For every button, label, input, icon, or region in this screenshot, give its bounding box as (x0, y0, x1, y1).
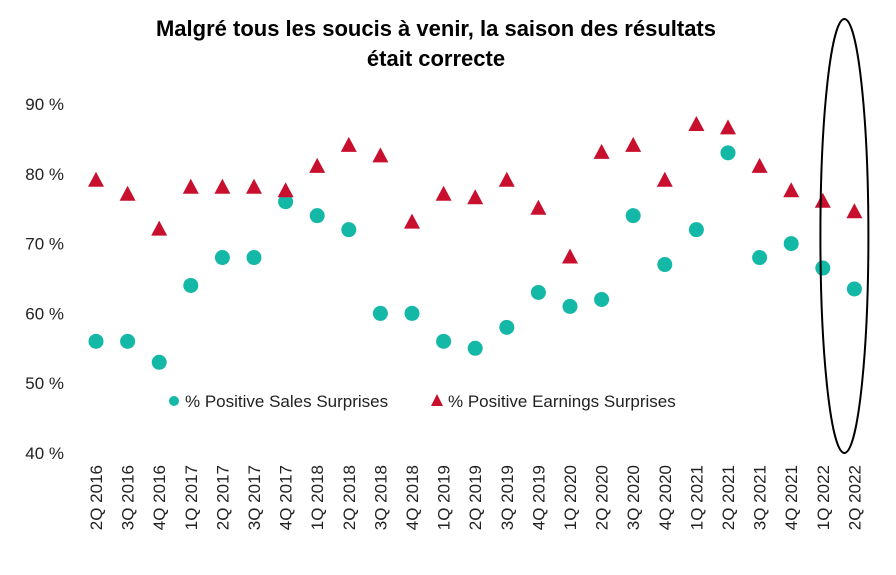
x-tick-label: 4Q 2017 (277, 465, 296, 530)
sales-point (783, 236, 799, 252)
sales-point (530, 284, 546, 300)
legend-label-sales: % Positive Sales Surprises (185, 392, 388, 411)
x-tick-label: 2Q 2020 (593, 465, 612, 530)
x-tick-label: 3Q 2017 (245, 465, 264, 530)
x-tick-label: 4Q 2016 (150, 465, 169, 530)
earnings-point (404, 213, 420, 229)
earnings-point (151, 220, 168, 236)
earnings-point (593, 143, 610, 159)
sales-point (625, 208, 641, 224)
y-axis: 40 % 50 % 60 % 70 % 80 % 90 % (25, 95, 64, 463)
sales-point (467, 340, 483, 356)
y-tick-label: 40 % (25, 444, 64, 463)
legend-marker-earnings (431, 394, 443, 406)
sales-point (815, 260, 831, 276)
sales-point (246, 250, 262, 266)
earnings-point (751, 157, 768, 173)
x-tick-label: 1Q 2019 (435, 465, 454, 530)
sales-point (151, 354, 167, 370)
earnings-point (814, 192, 831, 208)
legend-marker-sales (169, 396, 179, 406)
x-tick-label: 2Q 2022 (845, 465, 864, 530)
highlight-ellipse (819, 18, 870, 454)
sales-point (183, 277, 199, 293)
sales-point (120, 333, 136, 349)
sales-point (720, 145, 736, 161)
legend-label-earnings: % Positive Earnings Surprises (448, 392, 676, 411)
earnings-point (625, 136, 642, 152)
x-tick-label: 3Q 2021 (751, 465, 770, 530)
x-axis: 2Q 2016 3Q 2016 4Q 2016 1Q 2017 2Q 2017 3Q 20… (87, 465, 864, 530)
sales-point (309, 208, 325, 224)
x-tick-label: 2Q 2017 (213, 465, 232, 530)
sales-point (404, 305, 420, 321)
x-tick-label: 2Q 2018 (340, 465, 359, 530)
sales-point (499, 319, 515, 335)
x-tick-label: 1Q 2017 (182, 465, 201, 530)
earnings-point (656, 171, 673, 187)
x-tick-label: 3Q 2018 (371, 465, 390, 530)
sales-point (341, 222, 357, 238)
sales-point (562, 298, 578, 314)
earnings-point (783, 182, 800, 198)
earnings-point (182, 178, 199, 194)
x-tick-label: 4Q 2021 (782, 465, 801, 530)
sales-point (278, 194, 294, 210)
x-tick-label: 3Q 2020 (624, 465, 643, 530)
y-tick-label: 50 % (25, 374, 64, 393)
earnings-point (340, 136, 357, 152)
y-tick-label: 80 % (25, 165, 64, 184)
earnings-point (720, 119, 736, 135)
sales-point (88, 333, 104, 349)
sales-point (436, 333, 452, 349)
earnings-point (119, 185, 136, 201)
x-tick-label: 1Q 2018 (308, 465, 327, 530)
sales-point (214, 250, 230, 266)
sales-point (846, 281, 862, 297)
x-tick-label: 2Q 2021 (719, 465, 738, 530)
y-tick-label: 90 % (25, 95, 64, 114)
earnings-point (372, 147, 389, 163)
earnings-point (498, 171, 515, 187)
y-tick-label: 70 % (25, 235, 64, 254)
sales-point (657, 257, 673, 273)
earnings-point (246, 178, 262, 194)
sales-point (688, 222, 704, 238)
earnings-point (846, 203, 863, 219)
earnings-point (309, 157, 326, 173)
earnings-point (530, 199, 547, 215)
x-tick-label: 3Q 2016 (119, 465, 138, 530)
chart-title-line-2: était correcte (367, 46, 505, 71)
earnings-point (88, 171, 104, 187)
earnings-point (467, 189, 484, 205)
x-tick-label: 2Q 2016 (87, 465, 106, 530)
earnings-point (214, 178, 231, 194)
x-tick-label: 4Q 2019 (529, 465, 548, 530)
x-tick-label: 4Q 2020 (656, 465, 675, 530)
chart-title-line-1: Malgré tous les soucis à venir, la saiso… (156, 16, 716, 41)
earnings-point (688, 115, 705, 131)
x-tick-label: 3Q 2019 (498, 465, 517, 530)
y-tick-label: 60 % (25, 304, 64, 323)
x-tick-label: 1Q 2021 (687, 465, 706, 530)
x-tick-label: 2Q 2019 (466, 465, 485, 530)
earnings-point (277, 182, 294, 198)
legend: % Positive Sales Surprises % Positive Ea… (169, 392, 676, 411)
series-sales (88, 145, 862, 370)
earnings-point (435, 185, 452, 201)
series-earnings (88, 115, 863, 264)
x-tick-label: 4Q 2018 (403, 465, 422, 530)
sales-point (594, 291, 610, 307)
earnings-point (562, 248, 578, 264)
x-tick-label: 1Q 2022 (814, 465, 833, 530)
series-layer (88, 115, 863, 370)
sales-point (752, 250, 768, 266)
x-tick-label: 1Q 2020 (561, 465, 580, 530)
sales-point (372, 305, 388, 321)
